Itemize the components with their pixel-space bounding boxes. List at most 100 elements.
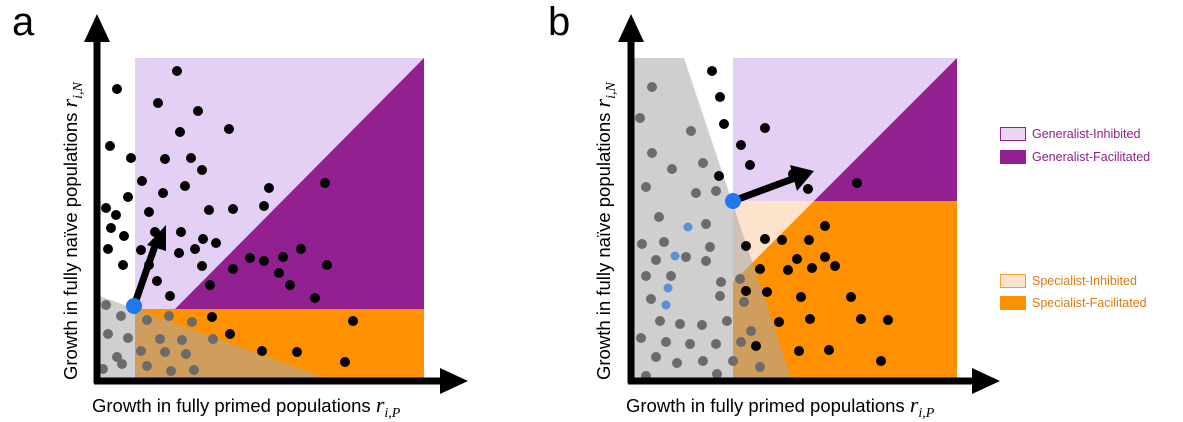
scatter-dot xyxy=(830,261,840,271)
scatter-dot xyxy=(274,268,284,278)
scatter-dot xyxy=(774,317,784,327)
scatter-dot xyxy=(118,260,128,270)
scatter-dot xyxy=(856,314,866,324)
scatter-dot xyxy=(711,339,721,349)
scatter-dot xyxy=(760,234,770,244)
legend-label: Generalist-Inhibited xyxy=(1032,127,1141,141)
scatter-dot xyxy=(661,300,671,310)
scatter-dot xyxy=(647,148,657,158)
scatter-dot xyxy=(807,263,817,273)
y-label-var: r xyxy=(590,98,615,108)
scatter-dot xyxy=(259,256,269,266)
scatter-dot xyxy=(105,141,115,151)
scatter-dot xyxy=(796,292,806,302)
panel-b-plot xyxy=(618,14,1000,394)
scatter-dot xyxy=(211,238,221,248)
panel-b-x-axis-label: Growth in fully primed populations ri,P xyxy=(626,392,934,422)
scatter-dot xyxy=(792,254,802,264)
scatter-dot xyxy=(714,171,724,181)
scatter-dot xyxy=(187,317,197,327)
scatter-dot xyxy=(174,248,184,258)
legend-swatch xyxy=(1000,274,1026,288)
y-label-var: r xyxy=(57,98,82,108)
scatter-dot xyxy=(728,356,738,366)
panel-a-focal-point xyxy=(126,298,142,314)
scatter-dot xyxy=(635,113,645,123)
scatter-dot xyxy=(228,264,238,274)
scatter-dot xyxy=(751,341,761,351)
scatter-dot xyxy=(136,245,146,255)
scatter-dot xyxy=(691,188,701,198)
scatter-dot xyxy=(883,315,893,325)
scatter-dot xyxy=(123,192,133,202)
scatter-dot xyxy=(736,140,746,150)
scatter-dot xyxy=(320,178,330,188)
region-generalist-facilitated xyxy=(175,58,424,309)
scatter-dot xyxy=(164,311,174,321)
scatter-dot xyxy=(659,237,669,247)
scatter-dot xyxy=(804,235,814,245)
scatter-dot xyxy=(106,223,116,233)
scatter-dot xyxy=(762,287,772,297)
scatter-dot xyxy=(264,183,274,193)
scatter-dot xyxy=(667,164,677,174)
scatter-dot xyxy=(824,345,834,355)
scatter-dot xyxy=(746,326,756,336)
scatter-dot xyxy=(777,235,787,245)
scatter-dot xyxy=(636,333,646,343)
y-label-text: Growth in fully naïve populations xyxy=(593,107,614,380)
scatter-dot xyxy=(310,293,320,303)
scatter-dot xyxy=(112,84,122,94)
legend-label: Generalist-Facilitated xyxy=(1032,150,1151,164)
scatter-dot xyxy=(292,347,302,357)
panel-a-arrow xyxy=(130,225,166,308)
scatter-dot xyxy=(736,337,746,347)
y-label-sub: i,N xyxy=(71,82,86,99)
y-label-sub: i,N xyxy=(604,82,619,99)
scatter-dot xyxy=(181,349,191,359)
panel-a-y-axis-label: Growth in fully naïve populations ri,N xyxy=(57,82,87,380)
scatter-dot xyxy=(846,292,856,302)
legend-swatch xyxy=(1000,150,1026,164)
region-grey-overlay xyxy=(631,58,792,381)
panel-a-y-arrowhead xyxy=(84,14,110,42)
scatter-dot xyxy=(197,165,207,175)
panel-b-focal-point xyxy=(725,193,741,209)
scatter-dot xyxy=(142,361,152,371)
panel-b-arrow xyxy=(731,165,814,205)
x-label-sub: i,P xyxy=(918,406,935,421)
scatter-dot xyxy=(654,212,664,222)
scatter-dot xyxy=(126,153,136,163)
scatter-dot xyxy=(144,207,154,217)
panel-a-x-arrowhead xyxy=(440,368,468,394)
scatter-dot xyxy=(101,300,111,310)
scatter-dot xyxy=(208,334,218,344)
scatter-dot xyxy=(735,274,745,284)
scatter-dot xyxy=(257,346,267,356)
scatter-dot xyxy=(663,283,673,293)
scatter-dot xyxy=(160,347,170,357)
scatter-dot xyxy=(119,231,129,241)
panel-a-plot xyxy=(84,14,468,394)
scatter-dot xyxy=(760,123,770,133)
y-label-text: Growth in fully naïve populations xyxy=(60,107,81,380)
scatter-dot xyxy=(741,241,751,251)
scatter-dot xyxy=(322,260,332,270)
panel-b-y-arrowhead xyxy=(618,14,644,42)
scatter-dot xyxy=(160,154,170,164)
scatter-dot xyxy=(180,181,190,191)
scatter-dot xyxy=(101,203,111,213)
panel-b-letter: b xyxy=(548,0,571,44)
scatter-dot xyxy=(716,277,726,287)
scatter-dot xyxy=(112,352,122,362)
scatter-dot xyxy=(698,158,708,168)
scatter-dot xyxy=(207,312,217,322)
scatter-dot xyxy=(794,346,804,356)
scatter-dot xyxy=(165,291,175,301)
scatter-dot xyxy=(803,184,813,194)
scatter-dot xyxy=(701,219,711,229)
scatter-dot xyxy=(224,124,234,134)
panel-b-dots xyxy=(635,66,893,381)
scatter-dot xyxy=(641,271,651,281)
